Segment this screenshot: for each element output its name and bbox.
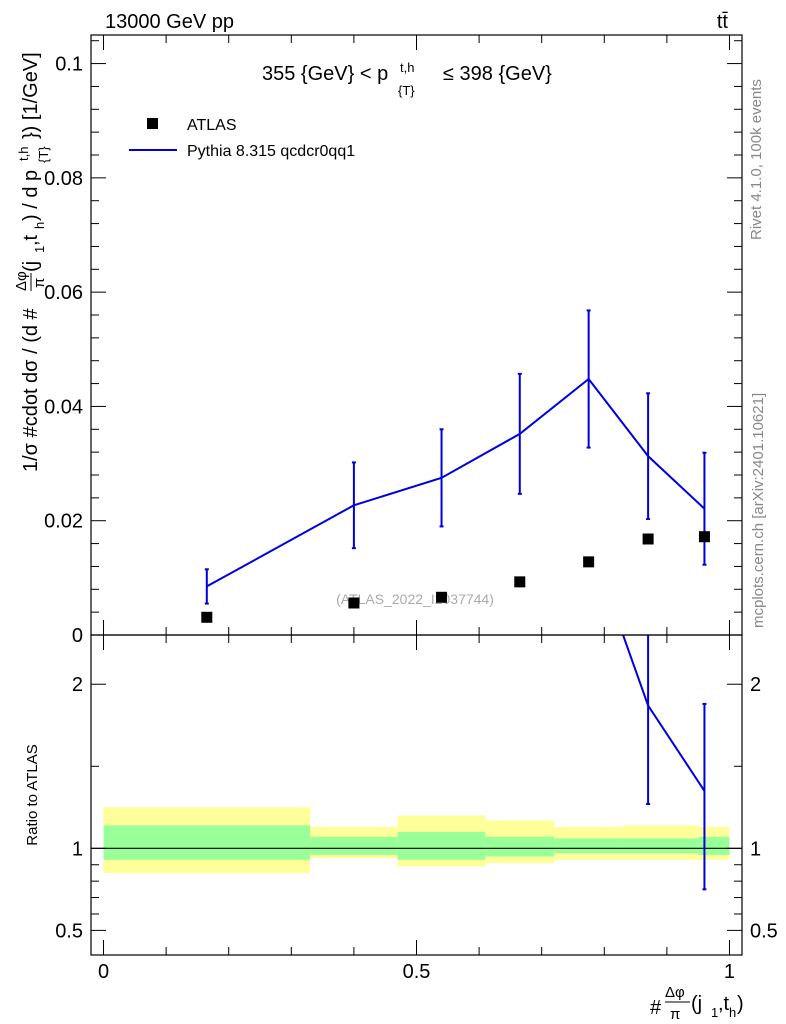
x-tick-label: 0: [98, 961, 109, 983]
y-tick-label: 0.08: [44, 168, 83, 190]
plot-title-end: ≤ 398 {GeV}: [443, 63, 552, 85]
main-axis-ticks: 0 0.02 0.04 0.06 0.08 0.1: [44, 35, 742, 647]
ratio-band-inner: [397, 831, 486, 860]
y-axis-label-frac-den: π: [31, 278, 48, 288]
legend-label-pythia: Pythia 8.315 qcdcr0qq1: [187, 143, 355, 160]
x-axis-label: # Δφ π (j 1 ,t h ): [650, 984, 744, 1023]
header-collision: 13000 GeV pp: [105, 11, 234, 33]
data-point: [436, 591, 448, 603]
y-axis-label: 1/σ #cdot dσ / (d # Δφ π (j 1 ,t h ) / d…: [13, 52, 51, 472]
x-axis-label-s2: h: [729, 1005, 736, 1020]
y-axis-label-s1: 1: [32, 246, 47, 253]
ratio-band-inner: [623, 838, 699, 854]
plot-title: 355 {GeV} < p: [262, 63, 388, 85]
y-tick-label: 0.02: [44, 511, 83, 533]
ratio-plot: 0.5 0.5 1 1 2 2 0 0.5 1: [55, 634, 778, 983]
y-axis-label-c: ,t: [20, 234, 42, 246]
x-tick-label: 1: [724, 961, 735, 983]
ratio-y-tick-label-right: 0.5: [750, 920, 778, 942]
plot-title-sub: {T}: [398, 83, 415, 98]
main-plot: (ATLAS_2022_I2037744) 00.020.040.060.080…: [44, 34, 743, 647]
ratio-axis-ticks: 0.5 0.5 1 1 2 2 0 0.5 1: [55, 635, 778, 983]
ratio-y-axis-label: Ratio to ATLAS: [24, 744, 41, 845]
data-point: [514, 576, 526, 588]
x-axis-label-c: ,t: [718, 993, 730, 1015]
ratio-band-inner: [310, 836, 398, 855]
ratio-band-inner: [103, 825, 311, 860]
mcplots-source-label: mcplots.cern.ch [arXiv:2401.10621]: [750, 393, 767, 628]
y-tick-label: 0.04: [44, 396, 83, 418]
ratio-y-tick-label: 2: [72, 674, 83, 696]
plot-title-sup: t,h: [400, 60, 414, 75]
ratio-y-tick-label-right: 1: [750, 838, 761, 860]
ratio-mc-line: [622, 634, 706, 792]
x-axis-label-b: (j: [691, 993, 702, 1015]
y-tick-label: 0.1: [55, 54, 83, 76]
rivet-version-label: Rivet 4.1.0, 100k events: [748, 79, 765, 240]
x-axis-label-frac-den: π: [670, 1006, 680, 1023]
y-axis-label-e: }) [1/GeV]: [20, 52, 42, 139]
analysis-watermark: (ATLAS_2022_I2037744): [336, 591, 494, 607]
data-point: [642, 533, 654, 545]
data-point: [698, 531, 710, 543]
legend-label-atlas: ATLAS: [187, 117, 237, 134]
y-axis-label-sub: {T}: [36, 146, 51, 163]
y-axis-label-sup: t,h: [16, 147, 31, 161]
y-axis-label-d: ) / d p: [20, 170, 42, 221]
ratio-series: [622, 634, 707, 891]
ratio-y-tick-label: 1: [72, 838, 83, 860]
header-process: tt̄: [717, 11, 729, 33]
ratio-y-tick-label-right: 2: [750, 674, 761, 696]
legend: ATLAS Pythia 8.315 qcdcr0qq1: [129, 117, 355, 160]
data-point: [348, 597, 360, 609]
data-point: [583, 556, 595, 568]
mc-line: [206, 377, 706, 588]
x-axis-label-d: ): [737, 993, 744, 1015]
y-axis-label-s2: h: [32, 222, 47, 229]
ratio-plot-frame: [90, 634, 743, 956]
y-axis-label-b: (j: [20, 261, 42, 272]
y-axis-label-a: 1/σ #cdot dσ / (d #: [20, 307, 42, 472]
ratio-band-inner: [485, 836, 555, 857]
legend-marker-atlas: [147, 118, 158, 129]
x-axis-label-s1: 1: [711, 1005, 718, 1020]
y-tick-label: 0: [72, 625, 83, 647]
ratio-y-tick-label: 0.5: [55, 920, 83, 942]
x-axis-label-frac-num: Δφ: [665, 984, 685, 1001]
x-axis-label-hash: #: [650, 997, 662, 1019]
y-tick-label: 0.06: [44, 282, 83, 304]
ratio-band-inner: [554, 838, 624, 854]
main-series: [201, 309, 710, 623]
x-tick-label: 0.5: [403, 961, 431, 983]
y-axis-label-frac-num: Δφ: [13, 271, 30, 291]
ratio-band-inner: [698, 836, 730, 855]
data-point: [201, 611, 213, 623]
ratio-bands: [91, 807, 742, 873]
